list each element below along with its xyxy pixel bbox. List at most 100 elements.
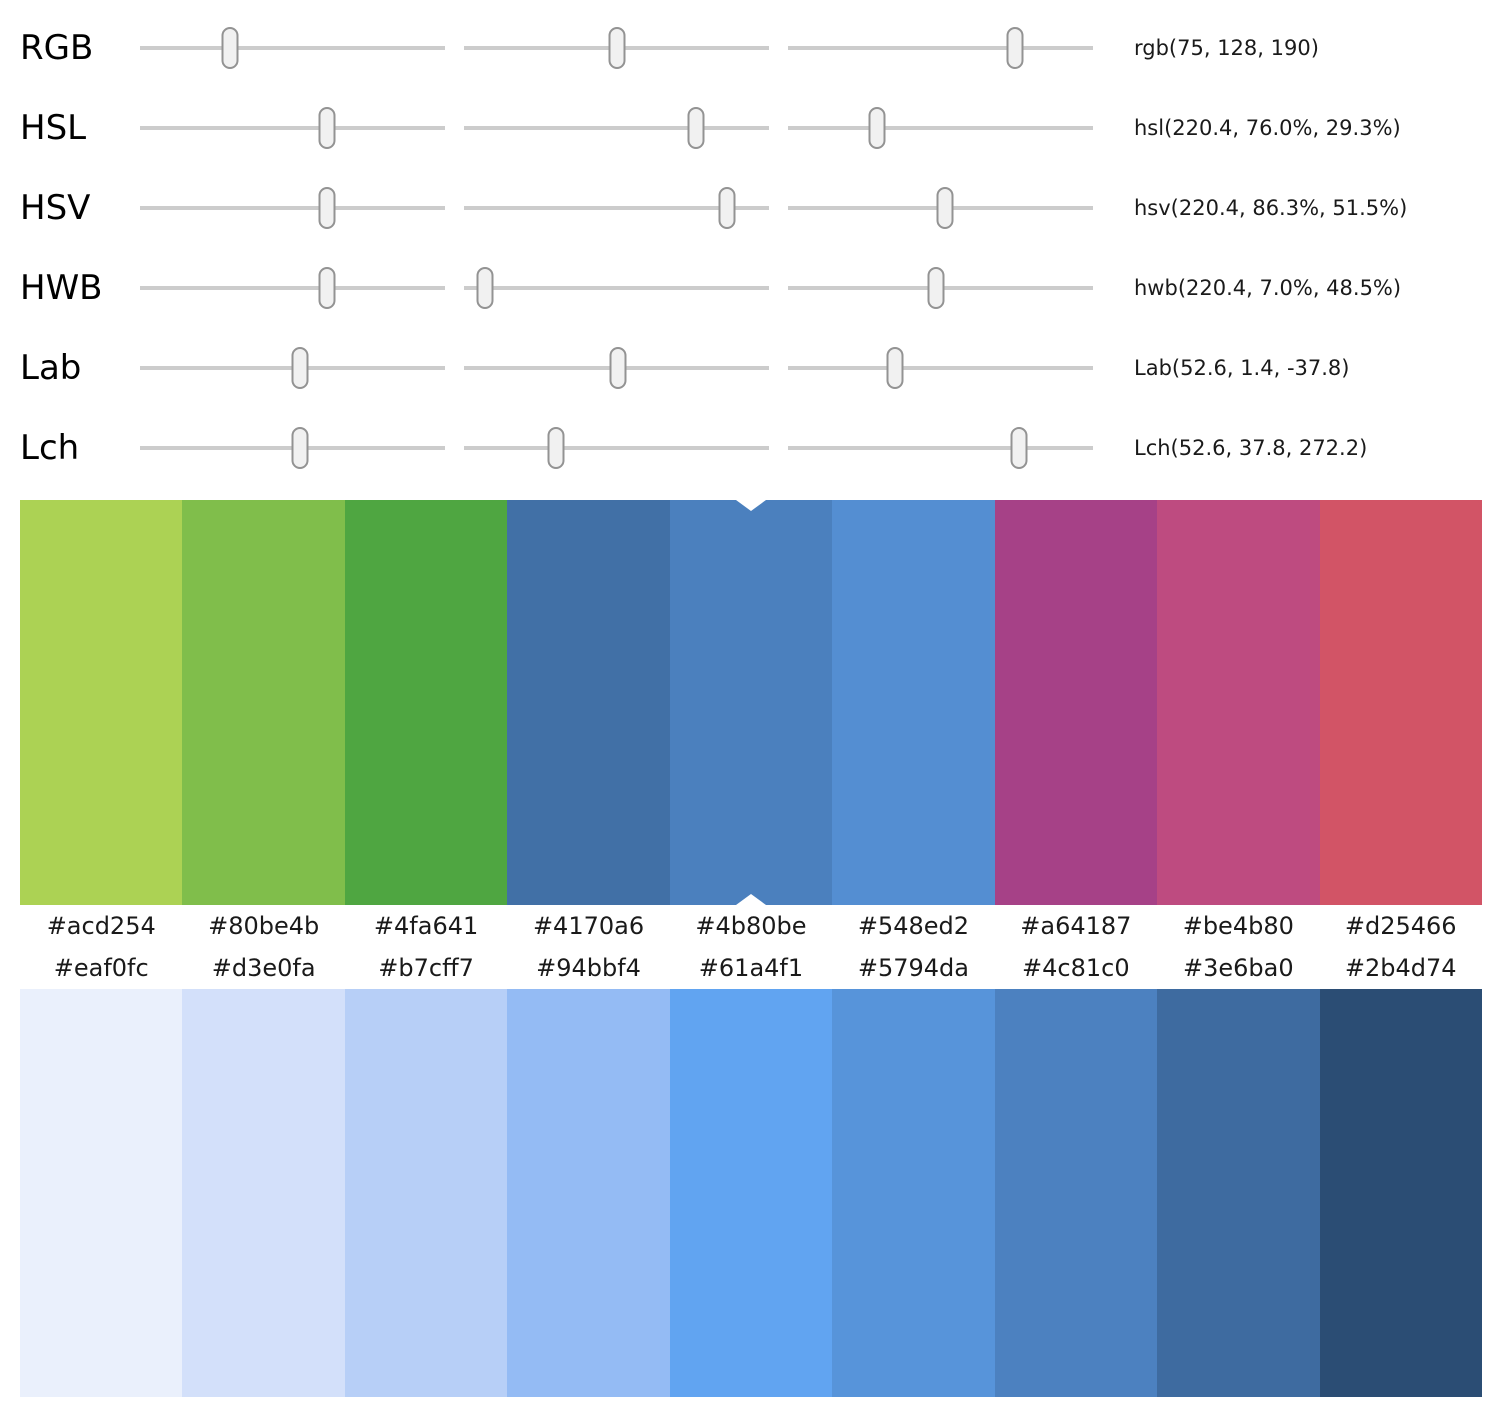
colorspace-label: HWB — [20, 268, 103, 308]
slider-handle[interactable] — [221, 27, 239, 69]
slider-handle[interactable] — [886, 347, 904, 389]
rgb-channel-2-slider[interactable] — [464, 24, 769, 72]
selected-swatch-notch-bottom-icon — [735, 894, 766, 905]
hsl-channel-2-slider[interactable] — [464, 104, 769, 152]
hue-swatch[interactable] — [182, 500, 345, 905]
color-value-text: rgb(75, 128, 190) — [1134, 36, 1319, 60]
slider-handle[interactable] — [868, 107, 886, 149]
hex-code-label: #3e6ba0 — [1182, 954, 1294, 982]
rgb-channel-3-slider[interactable] — [788, 24, 1093, 72]
hue-palette-strip — [20, 500, 1482, 905]
hex-code-label: #548ed2 — [857, 912, 969, 940]
hue-hex-labels-row: #acd254 #80be4b #4fa641 #4170a6 #4b80be #548e… — [20, 905, 1482, 947]
slider-handle[interactable] — [718, 187, 736, 229]
hex-code-label: #acd254 — [46, 912, 156, 940]
lch-channel-2-slider[interactable] — [464, 424, 769, 472]
lightness-palette-strip — [20, 989, 1482, 1397]
hex-code-label: #d3e0fa — [211, 954, 316, 982]
lightness-swatch[interactable] — [20, 989, 183, 1397]
slider-handle[interactable] — [936, 187, 954, 229]
hex-code-label: #80be4b — [208, 912, 320, 940]
hue-swatch[interactable] — [994, 500, 1158, 905]
hsl-slider-row: HSL hsl(220.4, 76.0%, 29.3%) — [20, 88, 1501, 168]
hex-code-label: #94bbf4 — [536, 954, 641, 982]
slider-track[interactable] — [140, 46, 445, 50]
lab-channel-1-slider[interactable] — [140, 344, 445, 392]
slider-track[interactable] — [788, 446, 1093, 450]
slider-handle[interactable] — [1010, 427, 1028, 469]
hsl-channel-1-slider[interactable] — [140, 104, 445, 152]
slider-track[interactable] — [140, 126, 445, 130]
lab-channel-2-slider[interactable] — [464, 344, 769, 392]
hue-swatch[interactable] — [344, 500, 508, 905]
lightness-swatch[interactable] — [1157, 989, 1320, 1397]
slider-track[interactable] — [464, 286, 769, 290]
slider-track[interactable] — [464, 446, 769, 450]
hwb-channel-2-slider[interactable] — [464, 264, 769, 312]
lab-slider-row: Lab Lab(52.6, 1.4, -37.8) — [20, 328, 1501, 408]
hex-code-label: #be4b80 — [1182, 912, 1294, 940]
slider-track[interactable] — [140, 206, 445, 210]
hex-code-label: #a64187 — [1020, 912, 1132, 940]
hsv-channel-2-slider[interactable] — [464, 184, 769, 232]
hue-swatch[interactable] — [507, 500, 670, 905]
lightness-swatch[interactable] — [669, 989, 833, 1397]
slider-handle[interactable] — [291, 347, 309, 389]
hex-code-label: #5794da — [857, 954, 969, 982]
slider-handle[interactable] — [608, 27, 626, 69]
color-value-text: hwb(220.4, 7.0%, 48.5%) — [1134, 276, 1402, 300]
hex-code-label: #4b80be — [695, 912, 807, 940]
rgb-channel-1-slider[interactable] — [140, 24, 445, 72]
slider-handle[interactable] — [609, 347, 627, 389]
slider-handle[interactable] — [1006, 27, 1024, 69]
hue-swatch[interactable] — [1319, 500, 1482, 905]
slider-track[interactable] — [788, 46, 1093, 50]
hue-swatch[interactable] — [20, 500, 183, 905]
lch-channel-1-slider[interactable] — [140, 424, 445, 472]
color-value-text: Lab(52.6, 1.4, -37.8) — [1134, 356, 1350, 380]
hsl-channel-3-slider[interactable] — [788, 104, 1093, 152]
selected-swatch-notch-top-icon — [735, 500, 766, 511]
hwb-channel-3-slider[interactable] — [788, 264, 1093, 312]
colorspace-label: HSV — [20, 188, 91, 228]
lightness-swatch[interactable] — [994, 989, 1158, 1397]
hex-code-label: #4fa641 — [373, 912, 479, 940]
lightness-swatch[interactable] — [182, 989, 345, 1397]
color-value-text: Lch(52.6, 37.8, 272.2) — [1134, 436, 1368, 460]
lightness-swatch[interactable] — [1319, 989, 1482, 1397]
colorspace-label: Lch — [20, 428, 80, 468]
slider-handle[interactable] — [547, 427, 565, 469]
lightness-swatch[interactable] — [832, 989, 995, 1397]
hsv-channel-3-slider[interactable] — [788, 184, 1093, 232]
slider-handle[interactable] — [318, 107, 336, 149]
color-value-text: hsv(220.4, 86.3%, 51.5%) — [1134, 196, 1408, 220]
lightness-swatch[interactable] — [507, 989, 670, 1397]
slider-track[interactable] — [140, 286, 445, 290]
hwb-slider-row: HWB hwb(220.4, 7.0%, 48.5%) — [20, 248, 1501, 328]
slider-handle[interactable] — [318, 187, 336, 229]
colorspace-label: HSL — [20, 108, 87, 148]
hue-swatch[interactable] — [1157, 500, 1320, 905]
colorspace-label: Lab — [20, 348, 82, 388]
lightness-swatch[interactable] — [344, 989, 508, 1397]
slider-track[interactable] — [788, 126, 1093, 130]
hex-code-label: #eaf0fc — [53, 954, 149, 982]
slider-handle[interactable] — [291, 427, 309, 469]
lch-channel-3-slider[interactable] — [788, 424, 1093, 472]
slider-track[interactable] — [464, 206, 769, 210]
hwb-channel-1-slider[interactable] — [140, 264, 445, 312]
hex-code-label: #4170a6 — [532, 912, 645, 940]
slider-track[interactable] — [464, 126, 769, 130]
slider-handle[interactable] — [927, 267, 945, 309]
slider-track[interactable] — [788, 366, 1093, 370]
lab-channel-3-slider[interactable] — [788, 344, 1093, 392]
slider-handle[interactable] — [687, 107, 705, 149]
hex-code-label: #61a4f1 — [698, 954, 804, 982]
hue-swatch[interactable] — [832, 500, 995, 905]
hex-code-label: #b7cff7 — [378, 954, 474, 982]
hue-swatch[interactable] — [669, 500, 833, 905]
slider-handle[interactable] — [476, 267, 494, 309]
hsv-channel-1-slider[interactable] — [140, 184, 445, 232]
slider-handle[interactable] — [318, 267, 336, 309]
